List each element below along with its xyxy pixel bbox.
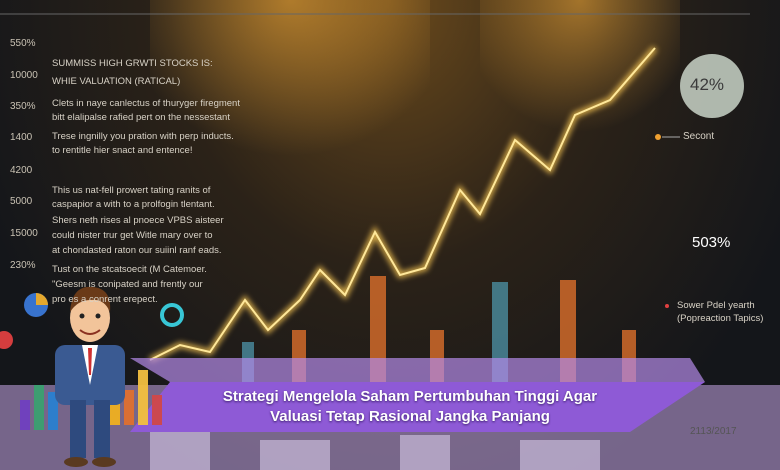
banner-title: Valuasi Tetap Rasional Jangka Panjang [270,408,550,425]
big-value: 503% [692,234,731,251]
text-line: pro es a conrent erepect. [52,294,158,305]
text-line: WHIE VALUATION (RATICAL) [52,76,181,87]
axis-label: 230% [10,260,36,271]
axis-label: 15000 [10,228,38,239]
mascot [55,286,125,467]
text-line: could nister trur get Witle mary over to [52,230,213,241]
badge: 42% [690,75,725,94]
note-line: Sower Pdel yearth [677,300,755,311]
text-line: Trese ingnilly you pration with perp ind… [52,131,234,142]
text-line: at chondasted raton our suiinl ranf eads… [52,245,222,256]
axis-label: 1400 [10,132,33,143]
axis-label: 5000 [10,196,33,207]
text-line: bitt elalipalse rafied pert on the nesse… [52,112,230,123]
text-line: This us nat-fell prowert tating ranits o… [52,185,211,196]
text-line: Shers neth rises al pnoece VPBS aisteer [52,215,224,226]
text-line: "Geesm is conipated and frently our [52,279,203,290]
text-line: to rentitle hier snact and entence! [52,145,193,156]
text-line: Clets in naye canlectus of thuryger fire… [52,98,240,109]
text-line: SUMMISS HIGH GRWTI STOCKS IS: [52,58,213,69]
note-line: (Popreaction Tapics) [677,313,764,324]
legend-label: Secont [683,131,715,142]
axis-label: 10000 [10,70,38,81]
text-line: caspapior a with to a prolfogin tlentant… [52,199,215,210]
axis-label: 4200 [10,165,33,176]
date-label: 2113/2017 [690,426,737,437]
banner-title: Strategi Mengelola Saham Pertumbuhan Tin… [222,388,598,405]
axis-label: 350% [10,101,36,112]
axis-label: 550% [10,38,36,49]
text-line: Tust on the stcatsoecit (M Catemoer. [52,264,207,275]
